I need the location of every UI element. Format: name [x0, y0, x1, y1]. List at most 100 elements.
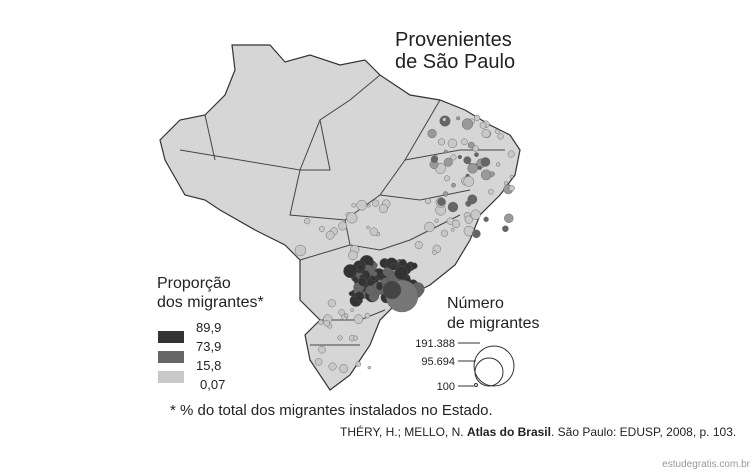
- migrant-bubble: [430, 155, 438, 163]
- migrant-bubble: [503, 181, 509, 186]
- migrant-bubble: [343, 264, 358, 279]
- legend-title: Número: [447, 295, 504, 312]
- migrant-bubble: [447, 138, 458, 149]
- migrant-bubble: [354, 291, 365, 301]
- migrant-bubble: [508, 185, 515, 192]
- migrant-bubble: [470, 209, 481, 220]
- migrant-bubble: [450, 154, 457, 161]
- migrant-bubble: [389, 263, 398, 271]
- legend-circle: [473, 345, 515, 387]
- migrant-bubble: [447, 201, 459, 213]
- migrant-bubble: [463, 156, 472, 165]
- source-book: Atlas do Brasil: [467, 425, 551, 439]
- migrant-bubble: [353, 314, 364, 324]
- migrant-bubble: [450, 228, 455, 232]
- migrant-bubble: [364, 312, 371, 319]
- migrant-bubble: [461, 118, 474, 130]
- migrant-bubble: [509, 174, 514, 179]
- migrant-bubble: [356, 199, 368, 211]
- migrant-bubble: [443, 191, 449, 197]
- migrant-bubble: [346, 212, 358, 224]
- migrant-bubble: [441, 229, 448, 237]
- migrant-bubble: [497, 133, 504, 140]
- migrant-bubble: [442, 117, 447, 122]
- migrant-bubble: [424, 221, 435, 233]
- migrant-bubble: [357, 263, 365, 272]
- migrant-bubble: [437, 197, 446, 206]
- migrant-bubbles: [294, 114, 515, 373]
- state-border: [204, 114, 331, 171]
- migrant-bubble: [480, 157, 491, 167]
- migrant-bubble: [427, 129, 437, 139]
- migrant-bubble: [463, 176, 475, 187]
- migrant-bubble: [328, 362, 337, 371]
- migrant-bubble: [337, 335, 343, 341]
- migrant-bubble: [355, 361, 362, 367]
- legend-swatch: [158, 371, 184, 383]
- migrant-bubble: [474, 114, 481, 121]
- migrant-bubble: [461, 138, 468, 146]
- migrant-bubble: [338, 221, 348, 231]
- migrant-bubble: [372, 199, 380, 207]
- brazil-map: [159, 44, 521, 391]
- migrant-bubble: [451, 219, 461, 229]
- state-border: [344, 214, 461, 251]
- migrant-bubble: [414, 241, 423, 250]
- migrant-bubble: [294, 244, 307, 257]
- migrant-bubble: [467, 141, 475, 149]
- migrant-bubble: [325, 230, 335, 240]
- migrant-bubble: [323, 319, 331, 327]
- legend-value: 100: [437, 381, 455, 393]
- migrant-bubble: [451, 183, 456, 188]
- migrant-bubble: [338, 309, 345, 316]
- migrant-bubble: [350, 308, 354, 312]
- migrant-bubble: [353, 335, 358, 341]
- migrant-bubble: [464, 215, 473, 224]
- migrant-bubble: [394, 266, 409, 280]
- migrant-bubble: [467, 163, 478, 174]
- legend-class: 73,9: [196, 339, 221, 354]
- migrant-bubble: [443, 157, 453, 167]
- map-title: de São Paulo: [395, 51, 515, 73]
- legend-value: 95.694: [421, 356, 455, 368]
- legend-circle: [474, 383, 478, 387]
- migrant-bubble: [376, 283, 384, 291]
- migrant-bubble: [352, 275, 358, 282]
- migrant-bubble: [483, 216, 489, 222]
- migrant-bubble: [382, 280, 402, 300]
- migrant-bubble: [472, 229, 481, 239]
- legend-title: de migrantes: [447, 315, 540, 332]
- legend-swatch: [158, 351, 184, 363]
- legend-leader: [458, 342, 480, 387]
- watermark: estudegratis.com.br: [662, 459, 750, 470]
- legend-title: dos migrantes*: [157, 294, 264, 311]
- migrant-bubble: [488, 188, 494, 195]
- migrant-bubble: [424, 198, 431, 205]
- migrant-bubble: [444, 175, 450, 182]
- migrant-bubble: [494, 129, 500, 134]
- migrant-bubble: [467, 194, 478, 205]
- footnote: * % do total dos migrantes instalados no…: [170, 402, 493, 419]
- migrant-bubble: [367, 365, 372, 370]
- migrant-bubble: [314, 358, 323, 366]
- legend-class: 15,8: [196, 358, 221, 373]
- migrant-bubble: [351, 202, 357, 208]
- migrant-bubble: [477, 165, 482, 170]
- source: THÉRY, H.; MELLO, N. Atlas do Brasil. Sã…: [340, 424, 736, 439]
- migrant-bubble: [474, 152, 479, 157]
- migrant-bubble: [432, 250, 437, 255]
- migrant-bubble: [348, 250, 358, 261]
- migrant-bubble: [318, 346, 326, 354]
- migrant-bubble: [507, 150, 515, 158]
- migrant-bubble: [365, 285, 376, 296]
- migrant-bubble: [378, 204, 388, 214]
- state-border: [379, 149, 505, 201]
- source-rest: . São Paulo: EDUSP, 2008, p. 103.: [551, 425, 736, 439]
- source-authors: THÉRY, H.; MELLO, N.: [340, 424, 464, 439]
- migrant-bubble: [434, 218, 439, 223]
- migrant-bubble: [382, 267, 392, 277]
- migrant-bubble: [502, 225, 509, 232]
- legend-title: Proporção: [157, 275, 231, 292]
- migrant-bubble: [472, 145, 479, 152]
